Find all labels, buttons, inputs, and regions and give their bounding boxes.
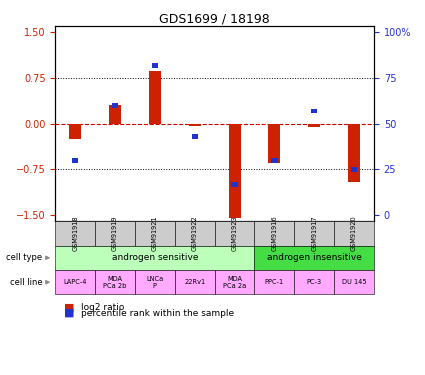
Bar: [351, 167, 357, 172]
Text: GSM91920: GSM91920: [351, 216, 357, 251]
Text: GSM91923: GSM91923: [232, 216, 238, 251]
Bar: [271, 158, 278, 163]
Text: log2 ratio: log2 ratio: [81, 303, 124, 312]
Bar: [189, 124, 201, 126]
Text: GSM91917: GSM91917: [311, 216, 317, 251]
Text: GSM91918: GSM91918: [72, 216, 78, 251]
Text: percentile rank within the sample: percentile rank within the sample: [81, 309, 234, 318]
Text: LNCa
P: LNCa P: [146, 276, 164, 289]
Text: cell type: cell type: [6, 254, 42, 262]
Bar: [231, 182, 238, 186]
Text: DU 145: DU 145: [342, 279, 366, 285]
Bar: [192, 134, 198, 139]
Bar: [152, 63, 158, 68]
Text: PC-3: PC-3: [307, 279, 322, 285]
Text: LAPC-4: LAPC-4: [63, 279, 87, 285]
Bar: [229, 124, 241, 218]
Bar: [269, 124, 281, 164]
Text: 22Rv1: 22Rv1: [184, 279, 205, 285]
Text: PPC-1: PPC-1: [265, 279, 284, 285]
Bar: [69, 124, 81, 139]
Text: androgen sensitive: androgen sensitive: [112, 254, 198, 262]
Bar: [112, 103, 118, 108]
Text: MDA
PCa 2a: MDA PCa 2a: [223, 276, 246, 289]
Text: GSM91919: GSM91919: [112, 216, 118, 251]
Text: MDA
PCa 2b: MDA PCa 2b: [103, 276, 127, 289]
Bar: [149, 71, 161, 124]
Text: GSM91921: GSM91921: [152, 216, 158, 251]
Bar: [311, 108, 317, 113]
Text: GSM91922: GSM91922: [192, 216, 198, 251]
Bar: [72, 158, 78, 163]
Bar: [348, 124, 360, 182]
Bar: [109, 105, 121, 124]
Text: cell line: cell line: [10, 278, 43, 287]
Text: ■: ■: [64, 303, 74, 312]
Text: GSM91916: GSM91916: [272, 216, 278, 251]
Text: ■: ■: [64, 308, 74, 318]
Bar: [308, 124, 320, 127]
Text: androgen insensitive: androgen insensitive: [267, 254, 362, 262]
Title: GDS1699 / 18198: GDS1699 / 18198: [159, 12, 270, 25]
